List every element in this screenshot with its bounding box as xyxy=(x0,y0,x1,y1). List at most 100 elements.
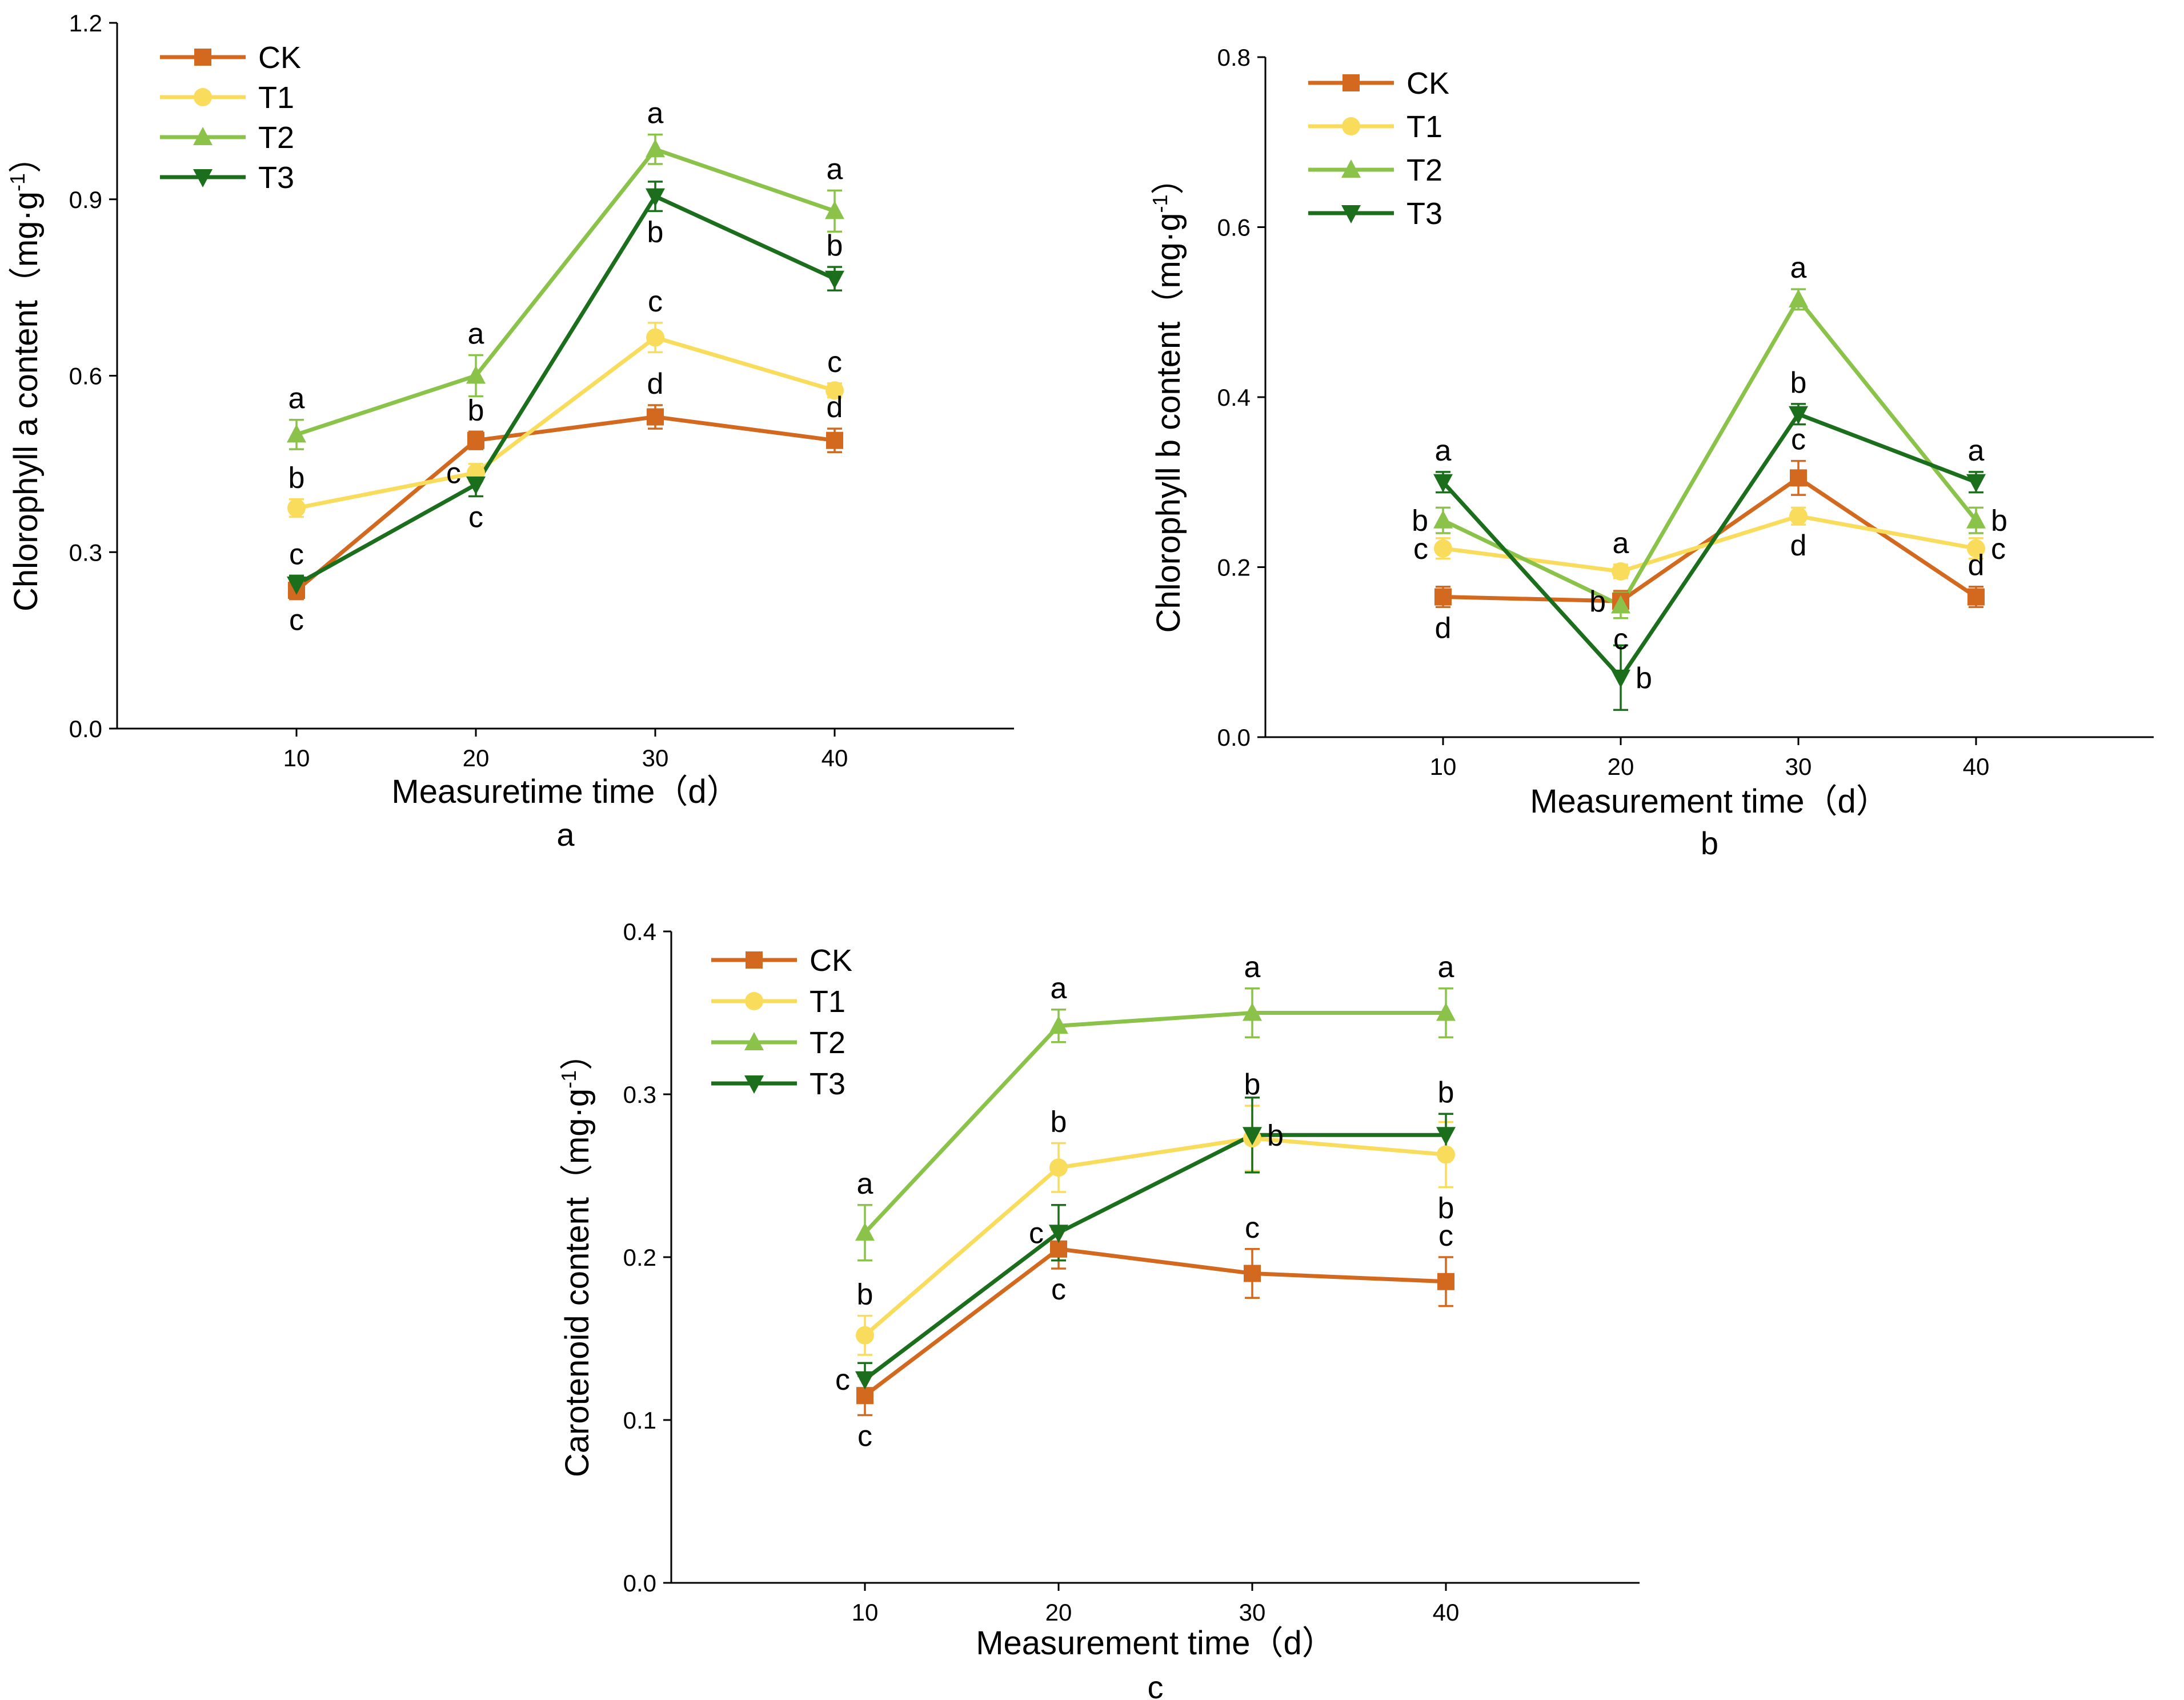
series-line-CK xyxy=(1442,475,1977,603)
series-line-T2 xyxy=(863,1011,1446,1234)
data-point-T2 xyxy=(1433,510,1453,529)
significance-letter: a xyxy=(1790,251,1807,285)
significance-letter: c xyxy=(1438,1219,1453,1253)
legend-marker-T1 xyxy=(194,88,212,106)
data-point-CK xyxy=(467,431,484,449)
data-point-CK xyxy=(826,431,843,449)
data-point-T1 xyxy=(825,381,844,400)
legend-marker-CK xyxy=(746,951,763,969)
significance-letter: a xyxy=(468,317,484,350)
series-line-T1 xyxy=(296,335,835,510)
chart-panel-a: 0.0 0.3 0.6 0.9 1.2 10 20 30 40 Measuretime time（… xyxy=(6,10,1014,853)
data-point-T3 xyxy=(1049,1225,1068,1243)
data-point-CK xyxy=(1244,1265,1261,1282)
chart-panel-c: 0.0 0.1 0.2 0.3 0.4 10 20 30 40 Measurement time（… xyxy=(557,918,1640,1700)
data-point-T1 xyxy=(1437,1145,1455,1164)
significance-letter: d xyxy=(827,391,843,424)
y-tick-label: 0.8 xyxy=(1217,44,1251,71)
legend-marker-T3 xyxy=(1341,205,1361,223)
y-tick-label: 0.3 xyxy=(623,1081,656,1108)
data-point-CK xyxy=(1967,588,1985,606)
significance-letter: b xyxy=(647,215,664,249)
x-tick-label: 20 xyxy=(1045,1599,1072,1626)
significance-letter: c xyxy=(289,538,304,571)
significance-letter: b xyxy=(1438,1191,1454,1225)
data-point-T2 xyxy=(287,424,306,443)
significance-letter: b xyxy=(1636,662,1652,695)
legend-label-T1: T1 xyxy=(258,81,294,115)
significance-letter: c xyxy=(468,501,483,534)
legend-label-CK: CK xyxy=(810,943,852,978)
y-axis-label-paren: ） xyxy=(1150,161,1187,194)
data-point-T2 xyxy=(1049,1015,1068,1034)
significance-letter: a xyxy=(647,97,664,130)
significance-letter: c xyxy=(1245,1211,1260,1245)
significance-letter: b xyxy=(1267,1119,1284,1152)
y-tick-label: 0.1 xyxy=(623,1407,656,1434)
significance-letter: c xyxy=(289,604,304,637)
legend-marker-T2 xyxy=(1341,159,1361,178)
data-point-T2 xyxy=(1611,595,1630,614)
data-point-T2 xyxy=(825,201,844,219)
significance-letter: a xyxy=(1435,434,1452,467)
legend-marker-T2 xyxy=(744,1032,764,1050)
legend-label-T3: T3 xyxy=(1406,197,1442,231)
y-tick-label: 0.2 xyxy=(1217,554,1251,581)
legend-label-T1: T1 xyxy=(1406,110,1442,144)
significance-letter: a xyxy=(1438,951,1454,984)
series-line-CK xyxy=(295,415,835,592)
legend-marker-T2 xyxy=(193,127,213,145)
data-point-T1 xyxy=(287,499,306,518)
x-tick-label: 30 xyxy=(642,745,669,771)
significance-letter: c xyxy=(1991,533,2006,566)
y-axis-label: Chlorophyll b content（mg·g-1） xyxy=(1148,161,1187,633)
y-axis-label-superscript: -1 xyxy=(557,1070,580,1089)
data-point-T3 xyxy=(1611,669,1630,688)
y-axis-label-main: Carotenoid content（mg·g xyxy=(559,1089,596,1477)
y-axis-label: Chlorophyll a content（mg·g-1） xyxy=(6,140,45,611)
series-line-T3 xyxy=(295,194,836,586)
panel-label: b xyxy=(1701,825,1718,861)
data-point-T3 xyxy=(1436,1127,1456,1146)
data-point-T3 xyxy=(287,576,306,595)
significance-letter: c xyxy=(446,457,461,490)
x-tick-label: 20 xyxy=(1608,753,1634,780)
panel-label: a xyxy=(556,817,575,853)
legend-marker-CK xyxy=(1343,74,1360,91)
significance-letter: c xyxy=(857,1419,872,1453)
significance-letter: b xyxy=(1412,505,1428,538)
series-line-T2 xyxy=(295,147,836,437)
significance-letter: c xyxy=(648,285,663,318)
significance-letter: b xyxy=(857,1278,873,1311)
y-axis-label-paren: ） xyxy=(559,1037,596,1070)
legend-marker-T3 xyxy=(193,169,213,187)
panel-label: c xyxy=(1148,1669,1164,1700)
significance-letter: b xyxy=(827,229,843,262)
data-point-CK xyxy=(1437,1273,1454,1290)
x-tick-label: 40 xyxy=(821,745,848,771)
data-point-T2 xyxy=(1436,1002,1456,1021)
y-axis-label: Carotenoid content（mg·g-1） xyxy=(557,1037,596,1477)
legend-label-T2: T2 xyxy=(810,1026,845,1060)
y-tick-label: 0.0 xyxy=(69,715,102,742)
data-point-T1 xyxy=(1612,562,1630,581)
x-axis-label: Measuretime time（d） xyxy=(391,773,739,810)
x-tick-label: 30 xyxy=(1239,1599,1266,1626)
data-point-T3 xyxy=(646,188,665,207)
significance-letter: a xyxy=(1613,527,1629,560)
significance-letter: c xyxy=(1413,533,1428,566)
significance-letter: d xyxy=(647,367,664,401)
x-tick-label: 10 xyxy=(852,1599,879,1626)
data-point-T1 xyxy=(1049,1158,1068,1177)
y-tick-label: 1.2 xyxy=(69,10,102,37)
y-tick-label: 0.3 xyxy=(69,539,102,566)
y-tick-label: 0.0 xyxy=(623,1570,656,1597)
significance-letter: c xyxy=(1613,623,1628,656)
data-point-T1 xyxy=(856,1326,874,1345)
data-point-T1 xyxy=(1789,507,1808,526)
y-axis-label-main: Chlorophyll b content（mg·g xyxy=(1150,213,1187,633)
y-tick-label: 0.4 xyxy=(1217,384,1251,411)
data-point-T1 xyxy=(646,328,664,347)
y-axis-label-superscript: -1 xyxy=(1148,194,1172,213)
